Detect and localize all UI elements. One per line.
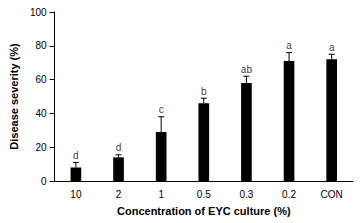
svg-text:b: b bbox=[201, 86, 207, 97]
svg-text:20: 20 bbox=[35, 142, 47, 153]
svg-text:0: 0 bbox=[41, 176, 47, 187]
svg-text:d: d bbox=[116, 142, 122, 153]
svg-text:80: 80 bbox=[35, 40, 47, 51]
svg-text:0.3: 0.3 bbox=[239, 189, 253, 200]
svg-text:40: 40 bbox=[35, 108, 47, 119]
svg-text:0.5: 0.5 bbox=[197, 189, 211, 200]
svg-text:10: 10 bbox=[70, 189, 82, 200]
svg-text:2: 2 bbox=[116, 189, 122, 200]
svg-text:a: a bbox=[329, 42, 335, 53]
svg-text:a: a bbox=[286, 40, 292, 51]
svg-text:Disease severity (%): Disease severity (%) bbox=[8, 43, 20, 150]
svg-text:Concentration of EYC culture (: Concentration of EYC culture (%) bbox=[117, 205, 291, 217]
svg-text:c: c bbox=[159, 104, 164, 115]
svg-text:0.2: 0.2 bbox=[282, 189, 296, 200]
svg-text:CON: CON bbox=[321, 189, 343, 200]
svg-text:1: 1 bbox=[158, 189, 164, 200]
svg-text:100: 100 bbox=[30, 7, 47, 18]
svg-text:d: d bbox=[73, 150, 79, 161]
svg-text:60: 60 bbox=[35, 74, 47, 85]
svg-text:ab: ab bbox=[241, 64, 253, 75]
